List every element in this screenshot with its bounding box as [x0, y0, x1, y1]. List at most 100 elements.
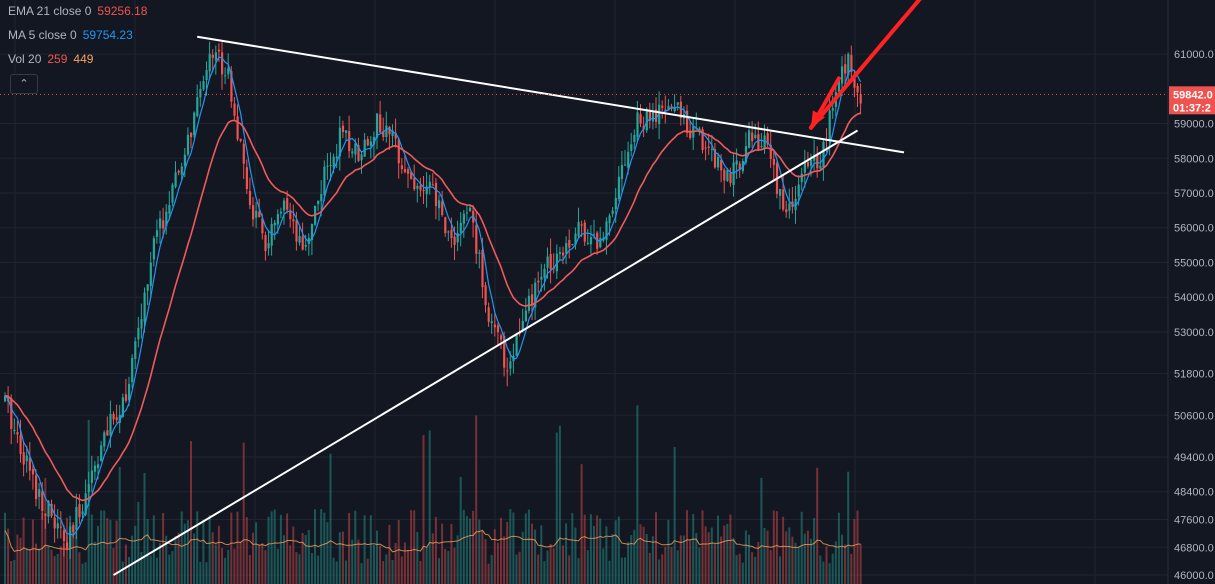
volume-bar — [397, 520, 400, 584]
volume-bar — [56, 553, 59, 584]
volume-bar — [351, 539, 354, 584]
volume-bar — [667, 519, 670, 584]
volume-bar — [298, 554, 301, 584]
candle-body — [655, 109, 658, 122]
candle-body — [44, 513, 47, 516]
candle-body — [850, 55, 853, 72]
collapse-legend-button[interactable]: ⌃ — [10, 74, 38, 94]
projection-arrows[interactable] — [809, 0, 935, 130]
candle-body — [165, 211, 168, 227]
candle-body — [515, 335, 518, 356]
volume-bar — [695, 533, 698, 584]
volume-bar — [357, 539, 360, 584]
candle-body — [16, 432, 19, 435]
volume-bar — [772, 510, 775, 584]
volume-bar — [84, 562, 87, 584]
volume-bar — [273, 509, 276, 584]
candle-body — [233, 103, 236, 116]
volume-bar — [227, 549, 230, 584]
volume-bar — [651, 536, 654, 584]
volume-bar — [31, 519, 34, 584]
volume-bar — [518, 551, 521, 584]
volume-bar — [242, 442, 245, 584]
volume-bar — [670, 547, 673, 584]
ema-legend[interactable]: EMA 21 close 0 59256.18 — [8, 4, 153, 18]
volume-bar — [301, 533, 304, 584]
volume-bar — [555, 432, 558, 584]
volume-bar — [521, 531, 524, 584]
volume-bar — [661, 554, 664, 584]
volume-bar — [391, 559, 394, 584]
volume-bar — [599, 518, 602, 584]
price-tick-label: 61000.0 — [1174, 49, 1214, 61]
volume-legend[interactable]: Vol 20 259 449 — [8, 52, 99, 66]
candle-body — [221, 52, 224, 75]
volume-bar — [562, 545, 564, 584]
volume-bar — [729, 514, 732, 584]
price-tick-label: 46000.0 — [1174, 570, 1214, 582]
volume-bar — [506, 521, 509, 584]
volume-bar — [779, 556, 781, 584]
candle-body — [465, 212, 469, 214]
candle-body — [131, 357, 134, 383]
candle-body — [543, 268, 546, 278]
candle-body — [90, 470, 93, 483]
last-price-tag: 59842.0 01:37:2 — [1169, 86, 1215, 115]
candle-body — [748, 130, 751, 148]
candle-body — [636, 112, 639, 137]
candle-body — [782, 189, 785, 210]
descending-trendline[interactable] — [197, 35, 905, 154]
candle-body — [137, 327, 140, 340]
candle-body — [481, 249, 484, 288]
volume-bar — [543, 561, 546, 584]
volume-bar — [748, 534, 750, 584]
candle-body — [717, 157, 720, 168]
price-tick-label: 50600.0 — [1174, 410, 1214, 422]
candle-body — [53, 517, 56, 529]
price-tick-label: 59000.0 — [1174, 119, 1214, 131]
volume-bar — [128, 557, 130, 584]
candle-body — [134, 341, 137, 359]
breakout-arrow[interactable] — [809, 0, 935, 130]
candle-body — [35, 475, 38, 500]
volume-bar — [177, 532, 180, 584]
candle-body — [109, 413, 112, 436]
trendlines[interactable] — [112, 35, 905, 576]
candle-body — [645, 108, 648, 131]
volume-bar — [168, 554, 171, 584]
volume-bar — [202, 519, 205, 584]
candle-body — [50, 503, 53, 517]
candle-body — [459, 222, 462, 233]
candle-body — [78, 504, 81, 518]
candle-body — [13, 429, 16, 432]
ascending-trendline[interactable] — [112, 129, 859, 576]
candle-body — [227, 68, 230, 75]
volume-bar — [115, 520, 118, 584]
candle-body — [450, 229, 453, 239]
price-tick-label: 48400.0 — [1174, 487, 1214, 499]
volume-bar — [760, 477, 763, 584]
candle-body — [298, 235, 301, 243]
volume-bar — [295, 552, 298, 584]
volume-bar — [366, 558, 369, 584]
ma-legend[interactable]: MA 5 close 0 59754.23 — [8, 28, 139, 42]
candle-body — [735, 160, 738, 165]
volume-bar — [841, 534, 843, 584]
volume-bar — [456, 535, 459, 584]
volume-bar — [791, 536, 794, 584]
candle-body — [444, 217, 447, 234]
volume-bar — [664, 546, 667, 584]
volume-bar — [490, 555, 493, 584]
volume-bar — [388, 524, 391, 584]
volume-bar — [431, 533, 434, 584]
candle-body — [100, 445, 103, 462]
candle-body — [180, 166, 183, 175]
candle-body — [679, 101, 682, 119]
volume-bar — [571, 513, 574, 584]
candle-body — [326, 165, 329, 167]
volume-bar — [16, 534, 19, 584]
volume-bar — [608, 560, 611, 584]
volume-bar — [264, 550, 267, 584]
volume-legend-value: 259 — [47, 52, 68, 66]
